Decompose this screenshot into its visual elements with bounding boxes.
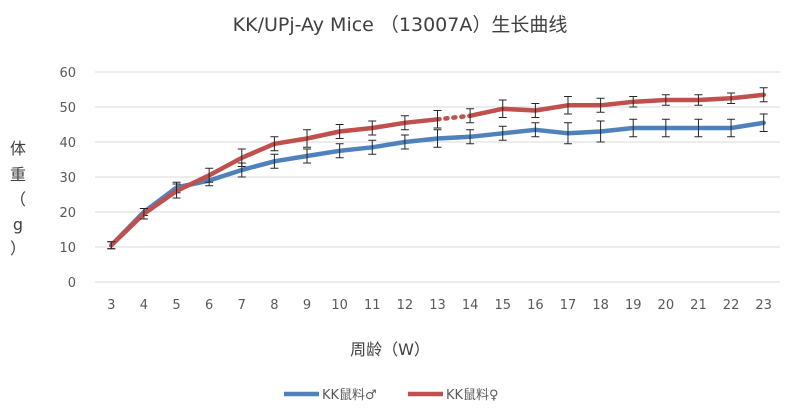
series-line: [467, 92, 766, 119]
error-bar: [205, 167, 214, 183]
y-axis-title: 体重 （ g ）: [10, 139, 26, 258]
chart-title: KK/UPj-Ay Mice （13007A）生长曲线: [233, 14, 568, 36]
legend-item: KK鼠料♂: [284, 388, 377, 403]
x-tick-label: 19: [625, 298, 642, 313]
x-tick-label: 12: [397, 298, 414, 313]
gridlines: [95, 71, 780, 283]
x-tick-label: 8: [270, 298, 278, 313]
error-bar: [433, 110, 442, 129]
y-tick-label: 10: [59, 241, 76, 256]
legend-label: KK鼠料♀: [446, 388, 499, 403]
x-tick-label: 9: [303, 298, 311, 313]
error-bar: [172, 183, 181, 199]
error-bar: [531, 122, 540, 138]
x-tick-label: 20: [658, 298, 675, 313]
x-axis-ticks: 3 4 5 6 7 8 9 10 11 12 13 14 15 16 17 18 19 20 21 22 23: [107, 298, 772, 313]
x-tick-label: 14: [462, 298, 479, 313]
series-female: [107, 87, 768, 250]
series-line-dotted: [435, 113, 473, 122]
error-bar: [466, 129, 475, 145]
error-bar: [303, 129, 312, 148]
y-tick-label: 30: [59, 171, 76, 186]
legend: KK鼠料♂ KK鼠料♀: [284, 388, 499, 403]
x-tick-label: 17: [560, 298, 577, 313]
error-bar: [303, 148, 312, 164]
error-bar: [400, 115, 409, 131]
y-axis-title-char: 体: [10, 139, 26, 158]
y-tick-label: 40: [59, 136, 76, 151]
error-bar: [400, 134, 409, 150]
error-bar: [498, 125, 507, 141]
error-bar: [531, 103, 540, 118]
legend-item: KK鼠料♀: [408, 388, 499, 403]
error-bar: [270, 136, 279, 152]
x-tick-label: 21: [690, 298, 707, 313]
y-axis-title-char: 重: [10, 165, 26, 184]
error-bar: [139, 208, 148, 220]
y-tick-label: 50: [59, 101, 76, 116]
x-tick-label: 15: [494, 298, 511, 313]
x-tick-label: 10: [331, 298, 348, 313]
x-axis-title: 周龄（W）: [350, 340, 430, 359]
error-bar: [335, 143, 344, 159]
error-bar: [694, 118, 703, 138]
series-male: [107, 113, 768, 250]
error-bar: [661, 94, 670, 106]
error-bar: [107, 241, 116, 250]
x-tick-label: 4: [140, 298, 148, 313]
error-bar: [596, 97, 605, 113]
error-bar: [270, 153, 279, 169]
x-tick-label: 22: [723, 298, 740, 313]
y-tick-label: 0: [68, 276, 76, 291]
error-bar: [563, 122, 572, 145]
x-tick-label: 16: [527, 298, 544, 313]
x-tick-label: 11: [364, 298, 381, 313]
error-bar: [727, 118, 736, 138]
error-bar: [759, 113, 768, 132]
error-bar: [368, 120, 377, 136]
x-tick-label: 18: [592, 298, 609, 313]
y-tick-label: 20: [59, 206, 76, 221]
error-bar: [466, 108, 475, 124]
y-tick-label: 60: [59, 66, 76, 81]
error-bar: [727, 92, 736, 104]
x-tick-label: 6: [205, 298, 213, 313]
y-axis-title-char: g: [13, 215, 23, 234]
legend-label: KK鼠料♂: [322, 388, 377, 403]
error-bar: [694, 94, 703, 106]
error-bar: [629, 118, 638, 138]
error-bar: [498, 99, 507, 118]
y-axis-title-char: （: [10, 190, 26, 209]
error-bar: [368, 139, 377, 155]
x-tick-label: 13: [429, 298, 446, 313]
error-bar: [759, 87, 768, 103]
y-axis-title-char: ）: [10, 239, 26, 258]
error-bar: [596, 120, 605, 143]
x-tick-label: 23: [755, 298, 772, 313]
error-bar: [237, 148, 246, 167]
error-bar: [661, 118, 670, 138]
error-bar: [629, 96, 638, 108]
error-bar: [335, 124, 344, 139]
x-tick-label: 5: [172, 298, 180, 313]
x-tick-label: 7: [238, 298, 246, 313]
y-axis-ticks: 0 10 20 30 40 50 60: [59, 66, 76, 291]
error-bar: [563, 96, 572, 115]
error-bar: [433, 129, 442, 148]
series-layer: [107, 87, 768, 250]
x-tick-label: 3: [107, 298, 115, 313]
